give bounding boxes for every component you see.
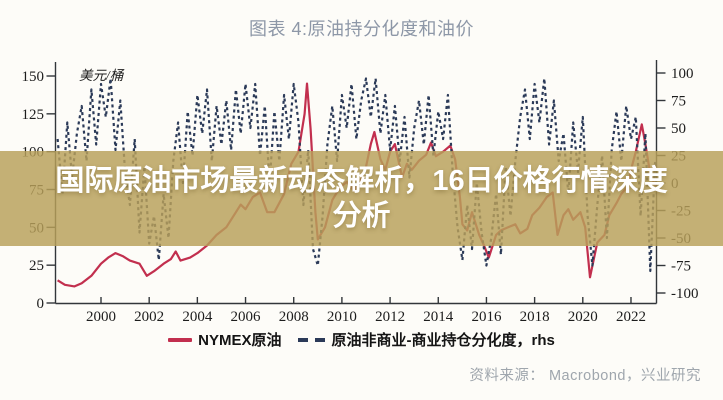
dashed-line-swatch: [297, 337, 325, 342]
headline-overlay: 国际原油市场最新动态解析，16日价格行情深度 分析: [0, 151, 723, 246]
left-axis-tick-label: 0: [37, 296, 45, 312]
x-axis-tick-label: 2016: [471, 309, 502, 325]
left-axis-tick-label: 150: [22, 69, 45, 85]
left-axis-tick-label: 25: [29, 258, 44, 274]
x-axis-tick-label: 2004: [182, 309, 213, 325]
headline-line-1: 国际原油市场最新动态解析，16日价格行情深度: [55, 164, 668, 197]
x-axis-tick-label: 2020: [568, 309, 598, 325]
right-axis-tick-label: -100: [671, 286, 699, 302]
data-source: 资料来源： Macrobond，兴业研究: [469, 368, 701, 384]
x-axis-tick-label: 2008: [279, 309, 309, 325]
left-axis-unit-label: 美元/桶: [79, 68, 125, 83]
x-axis-tick-label: 2018: [520, 309, 550, 325]
x-axis-tick-label: 2012: [375, 309, 405, 325]
x-axis-tick-label: 2006: [231, 309, 262, 325]
x-axis-tick-label: 2022: [616, 309, 646, 325]
legend-label-spread: 原油非商业-商业持仓分化度，rhs: [331, 332, 555, 349]
legend-label-nymex: NYMEX原油: [198, 332, 282, 349]
chart-title: 图表 4:原油持分化度和油价: [248, 19, 474, 39]
right-axis-tick-label: 50: [671, 121, 686, 137]
chart-legend: NYMEX原油 原油非商业-商业持仓分化度，rhs: [0, 329, 723, 350]
x-axis-tick-label: 2000: [86, 309, 116, 325]
left-axis-tick-label: 125: [22, 107, 45, 123]
right-axis-tick-label: -75: [671, 259, 691, 275]
right-axis-tick-label: 100: [671, 66, 694, 82]
right-axis-tick-label: 75: [671, 94, 686, 110]
x-axis-tick-label: 2014: [423, 309, 454, 325]
x-axis-tick-label: 2002: [134, 309, 164, 325]
red-line-swatch: [168, 337, 193, 342]
legend-item-spread: 原油非商业-商业持仓分化度，rhs: [297, 329, 555, 350]
x-axis-tick-label: 2010: [327, 309, 357, 325]
headline-line-2: 分析: [332, 199, 391, 232]
legend-item-nymex: NYMEX原油: [168, 329, 282, 350]
